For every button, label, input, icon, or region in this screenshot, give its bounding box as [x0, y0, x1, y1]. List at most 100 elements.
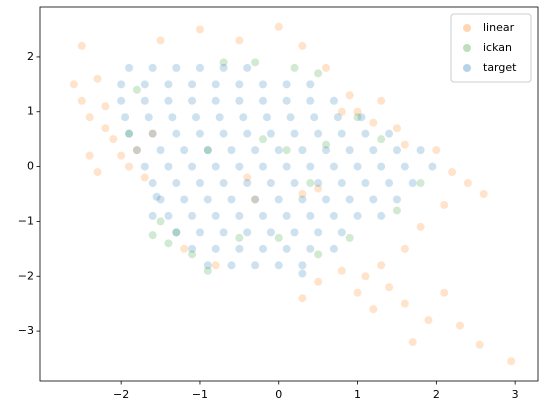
plot-frame: [39, 6, 539, 382]
scatter-point: [251, 261, 260, 270]
scatter-point: [251, 195, 260, 204]
scatter-point: [298, 261, 307, 270]
scatter-point: [215, 113, 224, 122]
scatter-point: [377, 135, 386, 144]
scatter-point: [258, 211, 267, 220]
scatter-point: [219, 179, 228, 188]
scatter-point: [156, 217, 165, 226]
scatter-point: [195, 63, 204, 72]
scatter-point: [188, 162, 197, 171]
scatter-point: [345, 195, 354, 204]
scatter-point: [392, 206, 401, 215]
scatter-point: [432, 146, 441, 155]
scatter-point: [188, 96, 197, 105]
scatter-point: [282, 162, 291, 171]
scatter-point: [369, 195, 378, 204]
scatter-point: [140, 173, 149, 182]
scatter-point: [314, 250, 323, 259]
scatter-point: [314, 277, 323, 286]
scatter-point: [117, 96, 126, 105]
scatter-point: [258, 244, 267, 253]
scatter-point: [428, 162, 437, 171]
scatter-point: [93, 74, 102, 83]
scatter-point: [353, 211, 362, 220]
scatter-point: [274, 195, 283, 204]
scatter-point: [235, 96, 244, 105]
scatter-point: [148, 129, 157, 138]
scatter-point: [125, 129, 134, 138]
scatter-point: [282, 96, 291, 105]
scatter-point: [192, 113, 201, 122]
scatter-point: [258, 135, 267, 144]
scatter-point: [144, 113, 153, 122]
legend-marker: [463, 44, 471, 52]
scatter-point: [219, 58, 228, 67]
scatter-point: [132, 146, 141, 155]
scatter-point: [164, 211, 173, 220]
legend-box: [450, 13, 532, 83]
y-tick-label: −1: [18, 214, 34, 227]
scatter-point: [156, 146, 165, 155]
scatter-point: [180, 146, 189, 155]
scatter-point: [188, 244, 197, 253]
scatter-point: [416, 179, 425, 188]
scatter-point: [156, 36, 165, 45]
scatter-point: [262, 113, 271, 122]
scatter-point: [172, 179, 181, 188]
legend-label: ickan: [483, 41, 512, 54]
scatter-point: [282, 146, 291, 155]
scatter-point: [306, 211, 315, 220]
scatter-point: [219, 63, 228, 72]
scatter-point: [168, 113, 177, 122]
scatter-point: [290, 129, 299, 138]
scatter-point: [243, 173, 252, 182]
scatter-point: [148, 211, 157, 220]
scatter-point: [377, 211, 386, 220]
scatter-point: [345, 146, 354, 155]
y-tick-label: −2: [18, 269, 34, 282]
scatter-point: [203, 195, 212, 204]
scatter-point: [507, 357, 516, 366]
scatter-point: [400, 140, 409, 149]
scatter-point: [203, 146, 212, 155]
scatter-point: [195, 25, 204, 34]
scatter-point: [392, 124, 401, 133]
scatter-point: [132, 85, 141, 94]
scatter-point: [322, 195, 331, 204]
scatter-point: [400, 244, 409, 253]
scatter-point: [243, 179, 252, 188]
scatter-point: [211, 211, 220, 220]
scatter-point: [310, 113, 319, 122]
scatter-point: [195, 179, 204, 188]
scatter-point: [164, 96, 173, 105]
scatter-point: [211, 80, 220, 89]
scatter-point: [172, 63, 181, 72]
scatter-point: [369, 118, 378, 127]
scatter-point: [479, 190, 488, 198]
scatter-point: [385, 283, 394, 292]
scatter-point: [408, 179, 417, 188]
scatter-point: [180, 195, 189, 204]
scatter-point: [448, 168, 457, 177]
scatter-point: [416, 222, 425, 231]
scatter-point: [322, 140, 331, 149]
scatter-point: [329, 211, 338, 220]
scatter-point: [140, 80, 149, 89]
scatter-point: [148, 63, 157, 72]
scatter-point: [290, 179, 299, 188]
scatter-point: [188, 211, 197, 220]
scatter-point: [290, 63, 299, 72]
scatter-point: [274, 261, 283, 270]
scatter-point: [211, 244, 220, 253]
scatter-point: [235, 211, 244, 220]
scatter-point: [203, 146, 212, 155]
scatter-point: [180, 244, 189, 253]
scatter-point: [337, 107, 346, 116]
scatter-point: [152, 192, 161, 201]
scatter-point: [132, 146, 141, 155]
scatter-point: [125, 129, 134, 138]
scatter-point: [416, 146, 425, 155]
scatter-point: [243, 228, 252, 237]
scatter-point: [392, 146, 401, 155]
scatter-point: [357, 113, 366, 122]
